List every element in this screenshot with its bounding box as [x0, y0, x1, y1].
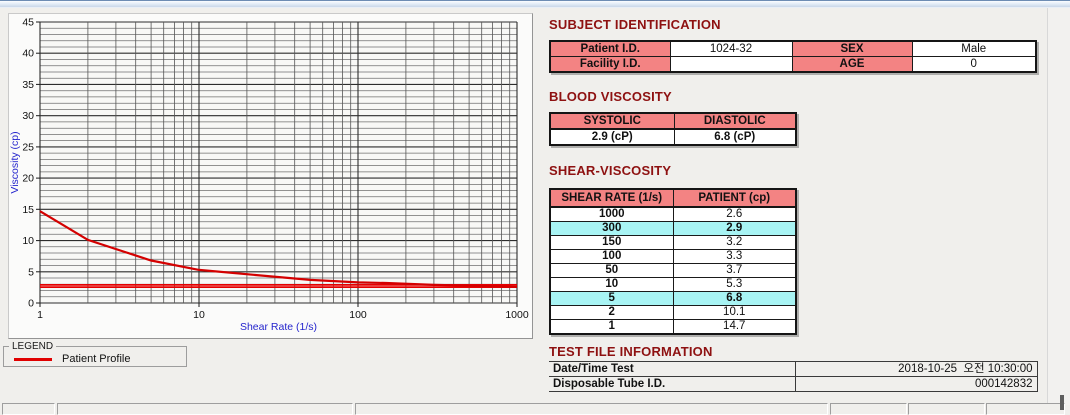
patient-viscosity-cell: 3.2 [672, 235, 797, 250]
statusbar-segment [830, 403, 907, 415]
field-label-cell: Patient I.D. [549, 40, 671, 57]
svg-text:25: 25 [22, 141, 34, 153]
shear-rate-cell: 300 [549, 221, 674, 236]
table-row: Facility I.D. AGE 0 [549, 56, 1037, 73]
table-row: 100 3.3 [549, 249, 797, 264]
legend-box: LEGEND Patient Profile [3, 341, 187, 367]
info-label-cell: Date/Time Test [549, 361, 795, 377]
column-header-cell: DIASTOLIC [673, 112, 797, 130]
section-title-subject-identification: SUBJECT IDENTIFICATION [549, 17, 721, 32]
svg-text:20: 20 [22, 173, 34, 185]
shear-rate-cell: 100 [549, 249, 674, 264]
svg-text:10: 10 [22, 235, 34, 247]
right-scrollbar-track [1047, 8, 1070, 405]
viscosity-value-cell: 2.9 (cP) [549, 128, 675, 146]
statusbar-segment [908, 403, 985, 415]
info-label-cell: Disposable Tube I.D. [549, 376, 795, 392]
svg-text:10: 10 [193, 309, 205, 321]
svg-text:35: 35 [22, 79, 34, 91]
column-header-cell: PATIENT (cp) [672, 188, 797, 208]
table-header-row: SHEAR RATE (1/s) PATIENT (cp) [549, 188, 797, 208]
table-row: Disposable Tube I.D. 000142832 [549, 376, 1038, 392]
viscosity-chart-panel: 0 5 10 15 20 25 30 35 40 45 1 10 100 1000 Viscosity (c… [8, 13, 533, 339]
statusbar-segment [57, 403, 353, 415]
shear-rate-cell: 1 [549, 319, 674, 335]
table-row: 2.9 (cP) 6.8 (cP) [549, 128, 797, 146]
table-row: 1 14.7 [549, 319, 797, 335]
top-toolbar-strip [0, 0, 1070, 8]
patient-viscosity-cell: 2.9 [672, 221, 797, 236]
field-value-cell: 1024-32 [669, 40, 793, 57]
legend-caption: LEGEND [12, 341, 54, 352]
table-row: 150 3.2 [549, 235, 797, 250]
table-row: Patient I.D. 1024-32 SEX Male [549, 40, 1037, 57]
svg-text:30: 30 [22, 110, 34, 122]
table-row: 2 10.1 [549, 305, 797, 320]
patient-viscosity-cell: 2.6 [672, 206, 797, 222]
svg-text:40: 40 [22, 48, 34, 60]
patient-viscosity-cell: 5.3 [672, 277, 797, 292]
statusbar-segment [2, 403, 55, 415]
test-file-information-table: Date/Time Test 2018-10-25 오전 10:30:00 Disp… [549, 361, 1038, 392]
field-value-cell: 0 [911, 56, 1037, 73]
shear-rate-cell: 5 [549, 291, 674, 306]
y-axis-title: Viscosity (cp) [9, 131, 21, 193]
subject-identification-table: Patient I.D. 1024-32 SEX Male Facility I.D. A… [549, 40, 1037, 73]
scrollbar-thumb[interactable] [1060, 395, 1064, 410]
patient-viscosity-cell: 10.1 [672, 305, 797, 320]
section-title-test-file-information: TEST FILE INFORMATION [549, 344, 713, 359]
patient-viscosity-cell: 14.7 [672, 319, 797, 335]
svg-text:1000: 1000 [505, 309, 529, 321]
patient-viscosity-cell: 3.7 [672, 263, 797, 278]
section-title-shear-viscosity: SHEAR-VISCOSITY [549, 163, 672, 178]
svg-text:15: 15 [22, 204, 34, 216]
svg-text:0: 0 [28, 298, 34, 310]
viscosity-value-cell: 6.8 (cP) [673, 128, 797, 146]
legend-item-patient-profile: Patient Profile [14, 352, 186, 366]
info-value-cell: 000142832 [794, 376, 1038, 392]
blood-viscosity-table: SYSTOLIC DIASTOLIC 2.9 (cP) 6.8 (cP) [549, 112, 797, 146]
table-row: Date/Time Test 2018-10-25 오전 10:30:00 [549, 361, 1038, 377]
field-value-cell [669, 56, 793, 73]
table-row: 5 6.8 [549, 291, 797, 306]
section-title-blood-viscosity: BLOOD VISCOSITY [549, 89, 672, 104]
patient-profile-curve [39, 210, 518, 288]
svg-text:1: 1 [37, 309, 43, 321]
table-header-row: SYSTOLIC DIASTOLIC [549, 112, 797, 130]
legend-item-label: Patient Profile [62, 353, 131, 365]
column-header-cell: SHEAR RATE (1/s) [549, 188, 674, 208]
column-header-cell: SYSTOLIC [549, 112, 675, 130]
table-row: 300 2.9 [549, 221, 797, 236]
statusbar-segment [986, 403, 1065, 415]
field-label-cell: AGE [791, 56, 913, 73]
info-value-cell: 2018-10-25 오전 10:30:00 [794, 361, 1038, 377]
table-row: 1000 2.6 [549, 206, 797, 222]
svg-text:100: 100 [349, 309, 367, 321]
x-axis-title: Shear Rate (1/s) [240, 321, 317, 333]
table-row: 50 3.7 [549, 263, 797, 278]
svg-text:5: 5 [28, 266, 34, 278]
shear-rate-cell: 2 [549, 305, 674, 320]
table-row: 10 5.3 [549, 277, 797, 292]
field-label-cell: Facility I.D. [549, 56, 671, 73]
svg-text:45: 45 [22, 17, 34, 29]
patient-profile-line-swatch [14, 357, 52, 361]
field-label-cell: SEX [791, 40, 913, 57]
shear-viscosity-chart: 0 5 10 15 20 25 30 35 40 45 1 10 100 1000 Viscosity (c… [9, 17, 529, 334]
shear-rate-cell: 50 [549, 263, 674, 278]
field-value-cell: Male [911, 40, 1037, 57]
shear-rate-cell: 150 [549, 235, 674, 250]
shear-viscosity-table: SHEAR RATE (1/s) PATIENT (cp) 1000 2.6 300 2.… [549, 188, 797, 335]
statusbar-segment [355, 403, 828, 415]
patient-viscosity-cell: 3.3 [672, 249, 797, 264]
shear-rate-cell: 1000 [549, 206, 674, 222]
shear-rate-cell: 10 [549, 277, 674, 292]
patient-viscosity-cell: 6.8 [672, 291, 797, 306]
